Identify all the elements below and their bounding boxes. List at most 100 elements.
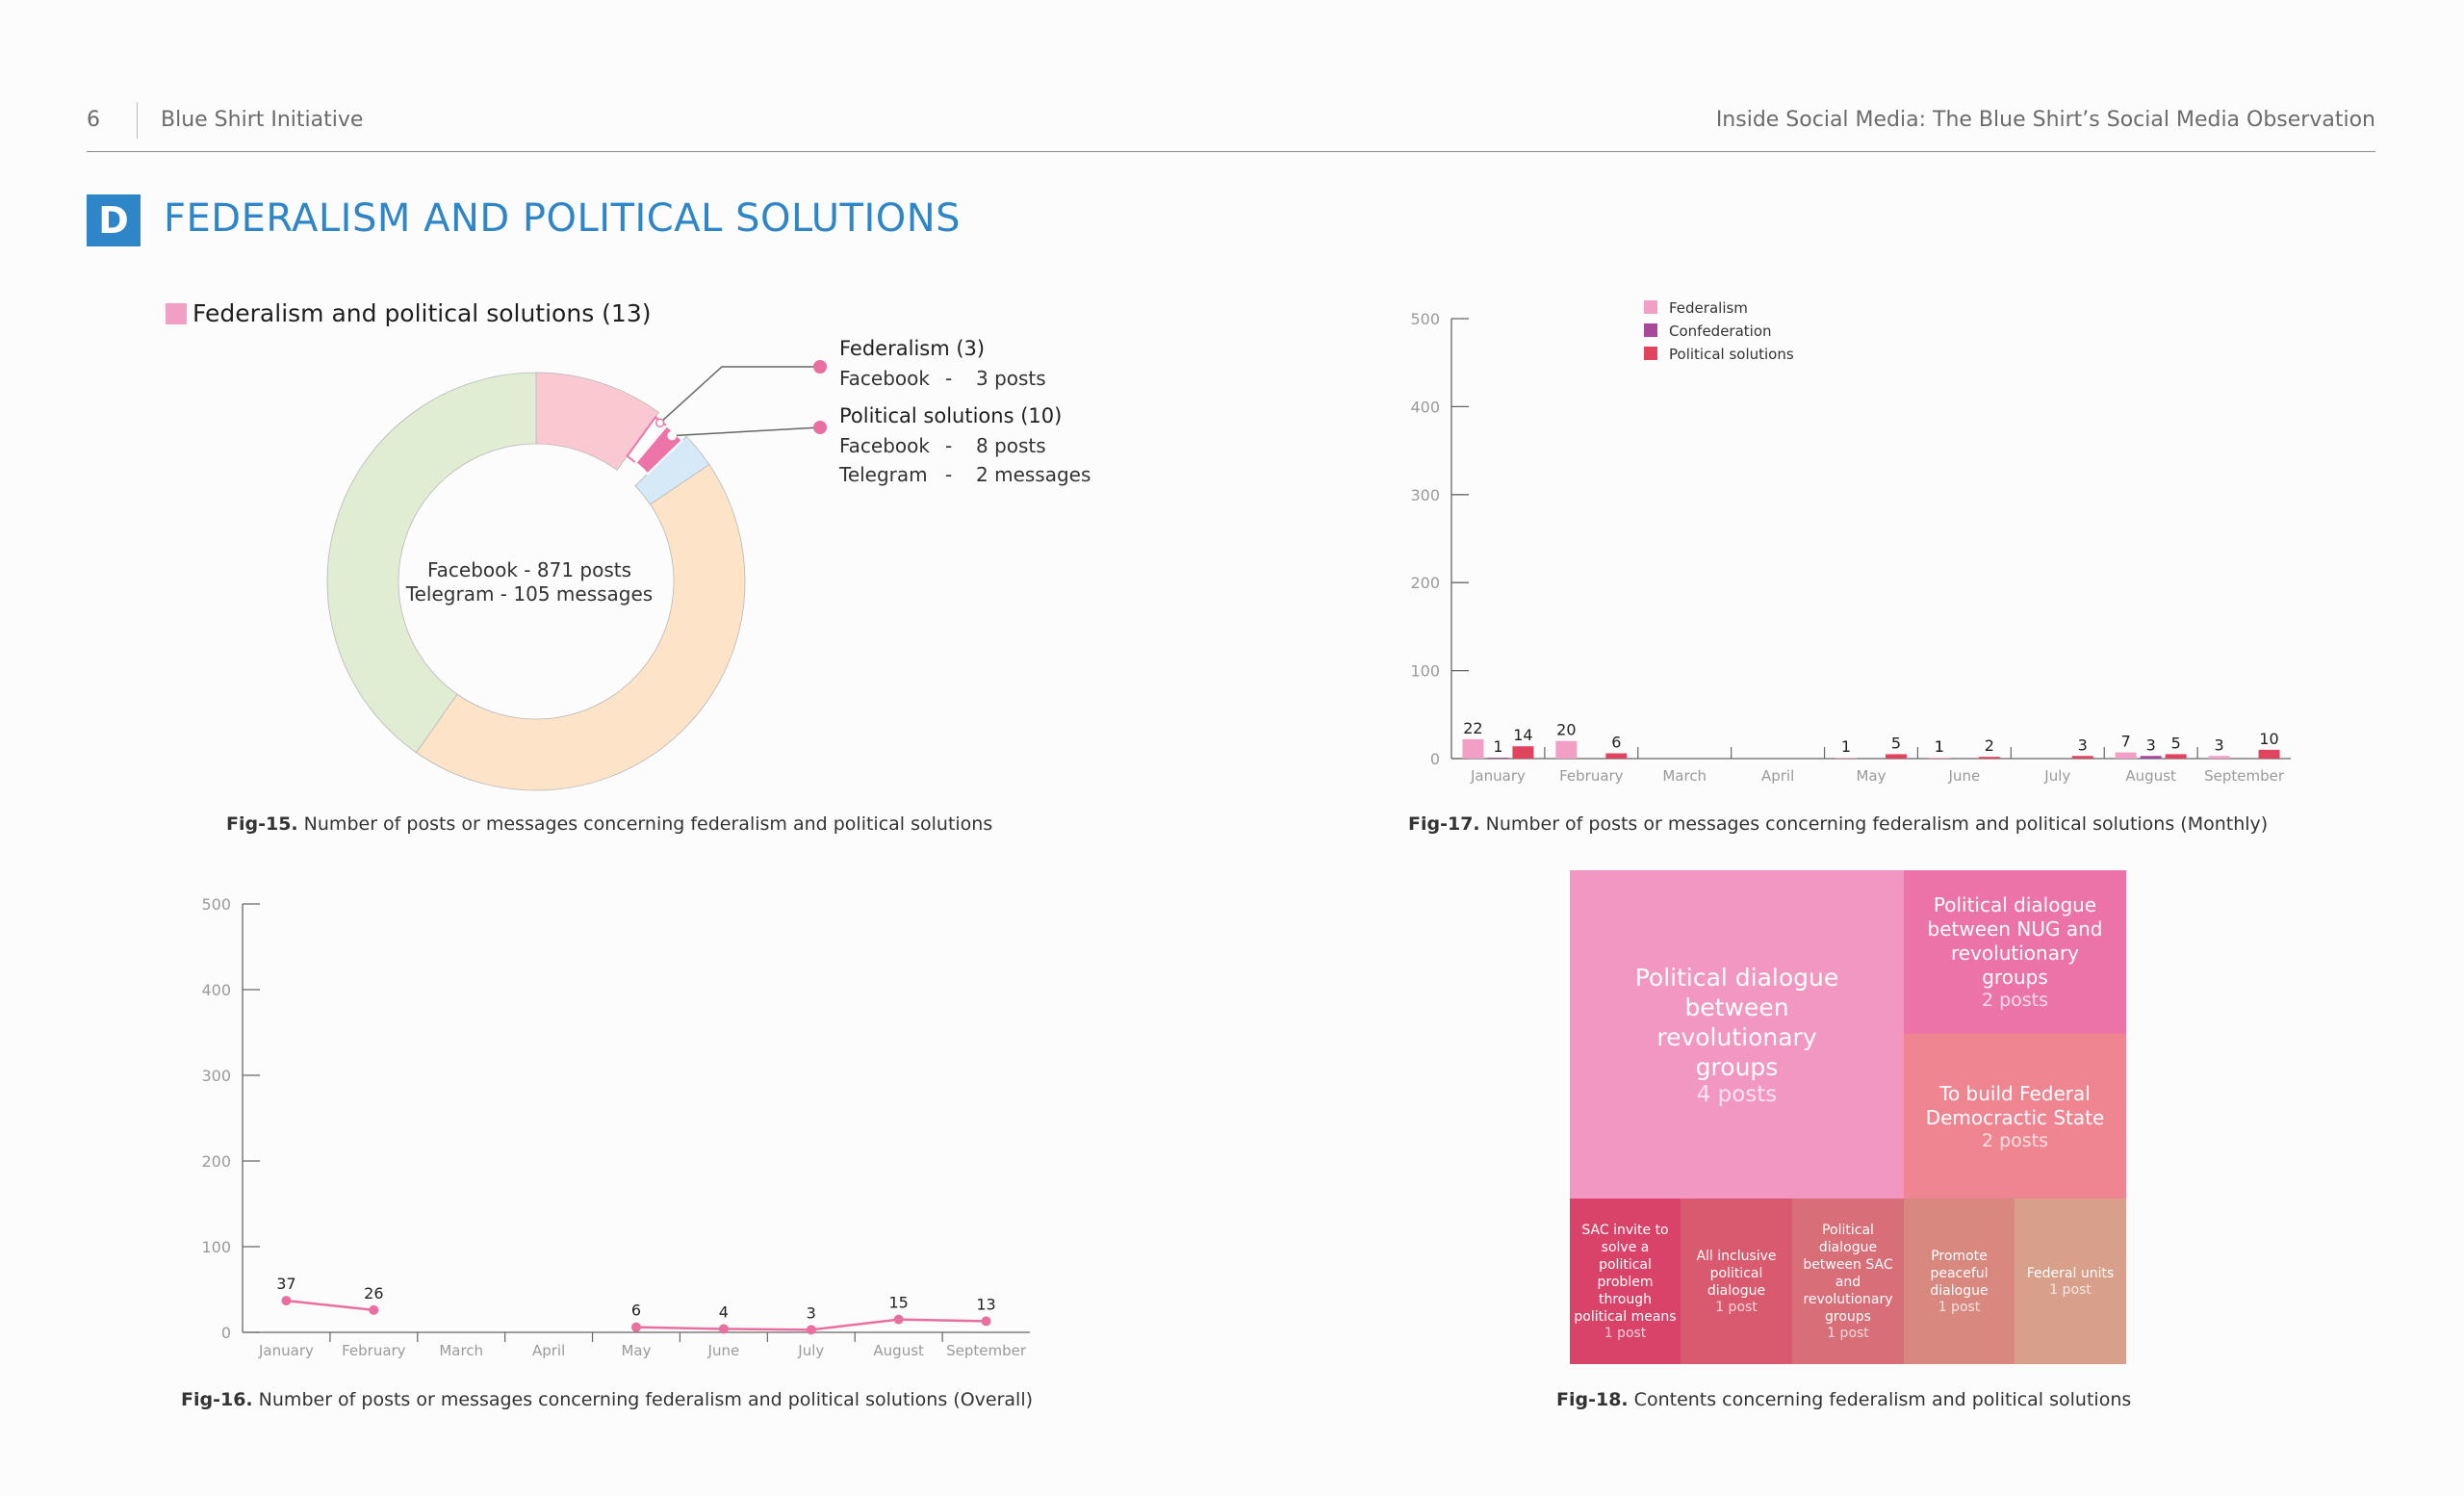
treemap-cell-title: Federal units <box>2026 1266 2115 1281</box>
y-tick-label: 0 <box>221 1324 231 1342</box>
y-tick-label: 400 <box>1410 398 1440 416</box>
bar-political-solutions <box>1605 753 1628 759</box>
callout-political-row-facebook: Facebook -8 posts <box>839 434 1046 457</box>
data-point <box>893 1314 904 1325</box>
treemap-cell-title: All inclusive political dialogue <box>1696 1249 1777 1299</box>
y-tick-label: 100 <box>1410 662 1440 681</box>
bar-value-label: 1 <box>1493 737 1502 756</box>
bar-federalism <box>2208 756 2230 759</box>
bar-value-label: 6 <box>1611 734 1621 752</box>
fig17-bar-chart: 0 100 200 300 400 500 January 22 1 14 February 20 6 M… <box>1410 299 2291 785</box>
callout-value: 3 posts <box>976 367 1046 390</box>
treemap-cell-title: To build Federal Democractic State <box>1925 1081 2105 1129</box>
x-tick-label: January <box>258 1342 314 1359</box>
y-tick-label: 0 <box>1430 750 1440 768</box>
y-tick-label: 500 <box>201 895 231 914</box>
bar-federalism <box>1462 738 1484 759</box>
bar-value-label: 5 <box>1891 734 1901 752</box>
data-point <box>981 1316 991 1327</box>
treemap-cell-nug-dialogue: Political dialogue between NUG and revol… <box>1904 870 2126 1034</box>
bar-value-label: 3 <box>2078 735 2088 754</box>
x-tick-label: July <box>797 1342 824 1359</box>
callout-dot-federalism <box>813 360 827 374</box>
treemap-cell-revolutionary-dialogue: Political dialogue between revolutionary… <box>1570 870 1904 1199</box>
x-tick-label: August <box>873 1342 924 1359</box>
header-separator <box>137 102 138 139</box>
legend-label: Political solutions <box>1669 346 1794 363</box>
treemap-cell-title: Promote peaceful dialogue <box>1930 1249 1989 1299</box>
org-name: Blue Shirt Initiative <box>161 108 364 132</box>
bar-political-solutions <box>1512 746 1534 759</box>
bar-political-solutions <box>1978 757 2000 759</box>
x-tick-label: January <box>1470 767 1526 785</box>
callout-federalism-row: Facebook -3 posts <box>839 367 1046 390</box>
y-tick-label: 200 <box>1410 574 1440 592</box>
bar-value-label: 5 <box>2171 734 2181 752</box>
legend-label: Federalism <box>1669 299 1748 317</box>
page-number: 6 <box>87 108 100 132</box>
treemap-cell-sub: 4 posts <box>1696 1081 1778 1107</box>
bar-political-solutions <box>2258 749 2280 759</box>
data-point <box>631 1322 641 1332</box>
donut-center-telegram: Telegram - 105 messages <box>405 582 654 606</box>
fig15-caption: Fig-15. Number of posts or messages conc… <box>226 813 992 835</box>
data-point <box>281 1296 292 1306</box>
treemap-cell-peaceful-dialogue: Promote peaceful dialogue 1 post <box>1904 1199 2015 1364</box>
callout-political-row-telegram: Telegram -2 messages <box>839 463 1091 486</box>
bar-value-label: 22 <box>1463 719 1482 737</box>
data-point <box>806 1325 816 1335</box>
x-tick-label: April <box>1761 767 1794 785</box>
caption-label: Fig-17. <box>1408 813 1480 835</box>
treemap-cell-sub: 1 post <box>1604 1326 1647 1341</box>
bar-federalism <box>1835 758 1857 759</box>
treemap-cell-sub: 2 posts <box>1981 1129 2049 1151</box>
legend-swatch <box>1644 347 1657 360</box>
bar-value-label: 2 <box>1985 736 1994 755</box>
caption-label: Fig-15. <box>226 813 298 835</box>
callout-source: Facebook <box>839 367 930 390</box>
y-tick-label: 500 <box>1410 310 1440 328</box>
data-label: 13 <box>976 1295 995 1313</box>
x-tick-label: March <box>1662 767 1707 785</box>
bar-value-label: 7 <box>2121 733 2131 751</box>
callout-value: 2 messages <box>976 463 1091 486</box>
data-label: 4 <box>719 1303 729 1321</box>
bar-confederation <box>2140 756 2162 759</box>
donut-segment-pink <box>535 372 660 471</box>
y-tick-label: 400 <box>201 981 231 999</box>
fig15-legend-swatch <box>166 303 187 324</box>
data-label: 37 <box>276 1275 295 1293</box>
bar-value-label: 20 <box>1556 721 1576 739</box>
section-title: FEDERALISM AND POLITICAL SOLUTIONS <box>164 196 962 241</box>
series-line <box>286 1299 374 1312</box>
x-tick-label: March <box>439 1342 483 1359</box>
treemap-cell-sac-revolutionary-dialogue: Political dialogue between SAC and revol… <box>1792 1199 1904 1364</box>
x-tick-label: September <box>946 1342 1027 1359</box>
fig16-line-chart: 0 100 200 300 400 500 January February March Apri… <box>201 895 1030 1359</box>
fig18-caption: Fig-18. Contents concerning federalism a… <box>1556 1389 2131 1410</box>
callout-source: Facebook <box>839 434 930 457</box>
bar-federalism <box>1928 758 1950 759</box>
treemap-cell-sub: 1 post <box>1827 1326 1869 1341</box>
callout-federalism-title: Federalism (3) <box>839 337 986 360</box>
bar-value-label: 1 <box>1935 737 1944 756</box>
x-tick-label: August <box>2125 767 2176 785</box>
y-tick-label: 200 <box>201 1152 231 1171</box>
x-tick-label: May <box>1856 767 1886 785</box>
caption-text: Contents concerning federalism and polit… <box>1628 1389 2132 1410</box>
callout-source: Telegram <box>839 463 928 486</box>
caption-text: Number of posts or messages concerning f… <box>297 813 993 835</box>
callout-dash: - <box>945 434 953 457</box>
treemap-cell-sub: 1 post <box>2049 1282 2092 1298</box>
bar-value-label: 1 <box>1841 737 1851 756</box>
callout-line-federalism <box>659 366 820 424</box>
fig16-caption: Fig-16. Number of posts or messages conc… <box>181 1389 1033 1410</box>
legend-swatch <box>1644 323 1657 337</box>
treemap-cell-title: Political dialogue between SAC and revol… <box>1803 1223 1893 1325</box>
x-tick-label: February <box>342 1342 406 1359</box>
callout-line-political <box>672 426 821 437</box>
x-tick-label: April <box>532 1342 565 1359</box>
treemap-cell-sub: 1 post <box>1715 1300 1758 1315</box>
fig17-caption: Fig-17. Number of posts or messages conc… <box>1408 813 2268 835</box>
y-tick-label: 300 <box>1410 486 1440 504</box>
